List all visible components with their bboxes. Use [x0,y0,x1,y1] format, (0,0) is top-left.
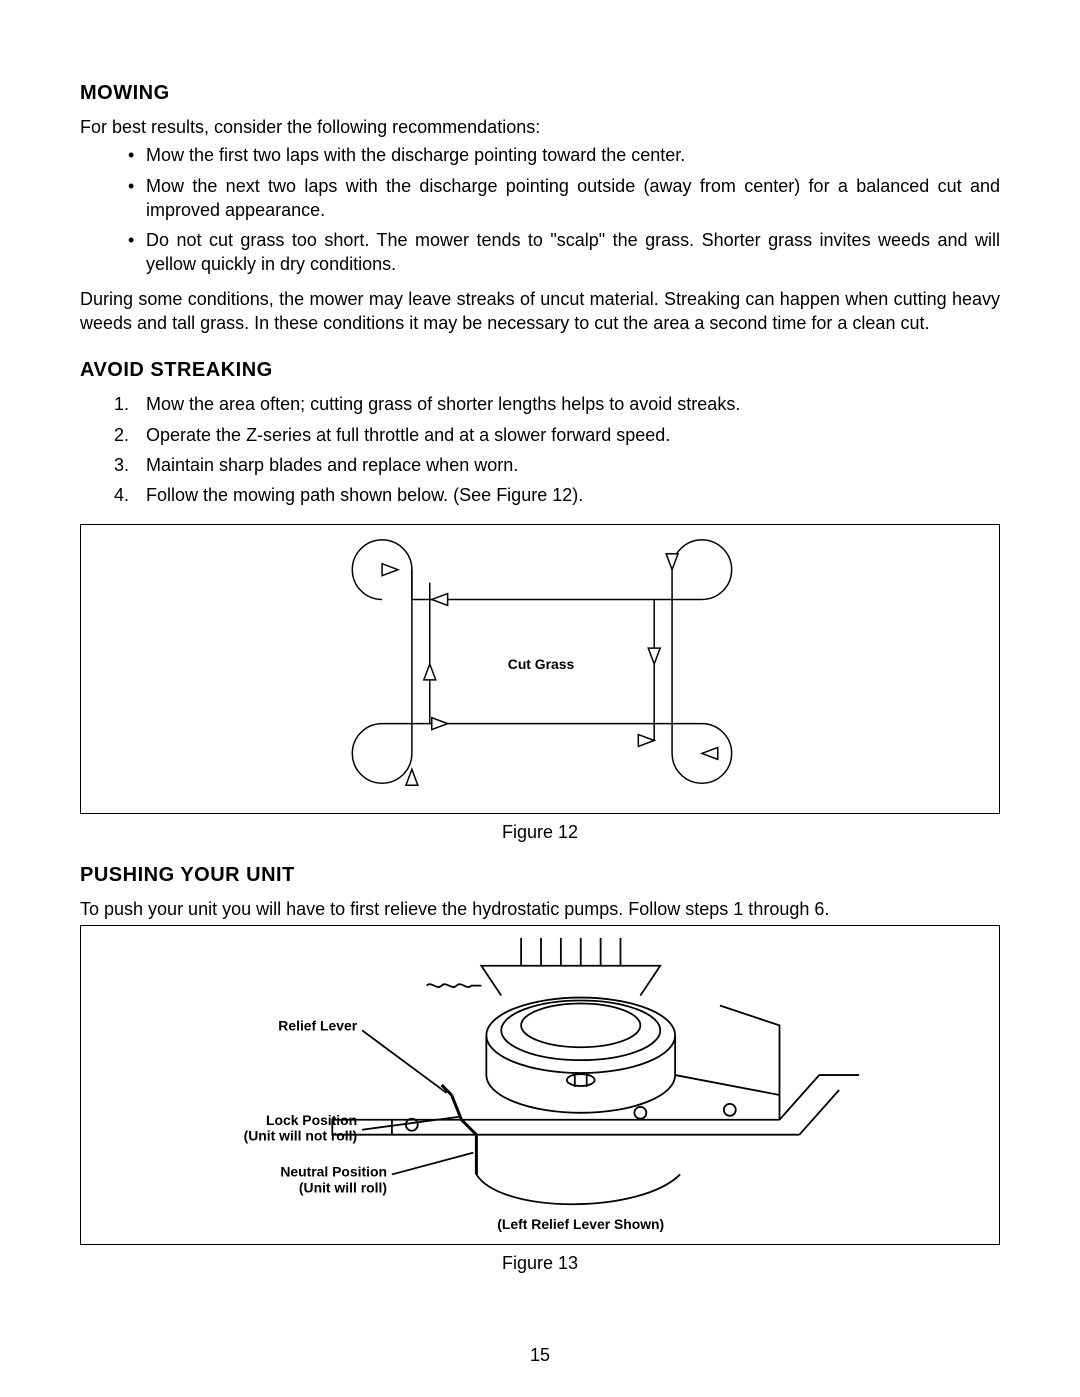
left-relief-lever-shown-label: (Left Relief Lever Shown) [497,1216,664,1232]
lock-position-label-1: Lock Position [266,1112,357,1128]
streaking-heading: AVOID STREAKING [80,357,1000,384]
list-item: Do not cut grass too short. The mower te… [128,228,1000,277]
page-number: 15 [0,1343,1080,1367]
relief-lever-diagram: Relief Lever Lock Position (Unit will no… [81,926,999,1244]
list-item: Mow the first two laps with the discharg… [128,143,1000,167]
figure-13-caption: Figure 13 [80,1251,1000,1275]
streaking-steps: Mow the area often; cutting grass of sho… [80,392,1000,507]
pushing-heading: PUSHING YOUR UNIT [80,862,1000,889]
relief-lever-label: Relief Lever [278,1018,357,1034]
pushing-intro: To push your unit you will have to first… [80,897,1000,921]
neutral-position-label-1: Neutral Position [280,1164,387,1180]
mowing-path-diagram: Cut Grass [81,525,999,813]
list-item: Follow the mowing path shown below. (See… [134,483,1000,507]
neutral-position-label-2: (Unit will roll) [299,1179,387,1195]
list-item: Mow the next two laps with the discharge… [128,174,1000,223]
lock-position-label-2: (Unit will not roll) [244,1128,358,1144]
figure-13-box: Relief Lever Lock Position (Unit will no… [80,925,1000,1245]
figure-12-caption: Figure 12 [80,820,1000,844]
list-item: Operate the Z-series at full throttle an… [134,423,1000,447]
mowing-bullets: Mow the first two laps with the discharg… [80,143,1000,276]
mowing-heading: MOWING [80,80,1000,107]
figure-12-box: Cut Grass [80,524,1000,814]
list-item: Mow the area often; cutting grass of sho… [134,392,1000,416]
list-item: Maintain sharp blades and replace when w… [134,453,1000,477]
mowing-intro: For best results, consider the following… [80,115,1000,139]
cut-grass-label: Cut Grass [508,656,575,672]
mowing-paragraph: During some conditions, the mower may le… [80,287,1000,336]
